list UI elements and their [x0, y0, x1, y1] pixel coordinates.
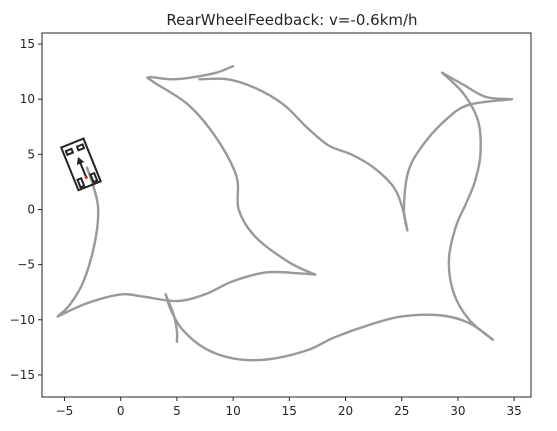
trajectory-segment: [164, 293, 179, 344]
trajectory-segment: [164, 293, 494, 362]
heading-arrow-head: [76, 157, 85, 166]
x-tick-label: 30: [450, 404, 465, 418]
trajectory-segment: [440, 71, 494, 341]
vehicle-body: [59, 137, 103, 192]
x-tick-label: 10: [225, 404, 240, 418]
axis-ticks: −5 0 5 10 15 20 25 30 35 −15 −10 −5 0 5 10 15: [10, 37, 522, 418]
rear-left-wheel: [76, 177, 86, 189]
x-tick-label: 15: [282, 404, 297, 418]
chart-title: RearWheelFeedback: v=-0.6km/h: [166, 11, 417, 29]
heading-arrow-shaft: [78, 161, 87, 177]
vehicle-icon: [59, 137, 103, 192]
x-tick-label: 25: [394, 404, 409, 418]
y-tick-label: 5: [27, 147, 35, 161]
y-tick-label: 10: [20, 92, 35, 106]
plot-area: [41, 32, 532, 398]
rear-right-wheel: [89, 171, 99, 184]
y-tick-label: −10: [10, 313, 35, 327]
trajectory-segment: [146, 64, 317, 276]
x-tick-label: 35: [506, 404, 521, 418]
y-tick-label: −15: [10, 368, 35, 382]
x-tick-label: −5: [56, 404, 74, 418]
y-tick-label: 0: [27, 202, 35, 216]
x-tick-label: 20: [338, 404, 353, 418]
trajectory-segment: [402, 97, 514, 232]
y-tick-label: 15: [20, 37, 35, 51]
x-tick-label: 5: [173, 404, 181, 418]
trajectory-segment: [198, 77, 409, 232]
y-tick-label: −5: [17, 258, 35, 272]
rear-axle-point: [84, 175, 88, 180]
trajectory-segment: [56, 166, 100, 318]
x-tick-label: 0: [117, 404, 125, 418]
front-right-wheel: [75, 143, 86, 152]
trajectory-segment: [440, 71, 514, 101]
trajectory-segment: [56, 270, 317, 318]
vehicle-trajectory: [56, 64, 514, 362]
front-left-wheel: [64, 147, 75, 157]
